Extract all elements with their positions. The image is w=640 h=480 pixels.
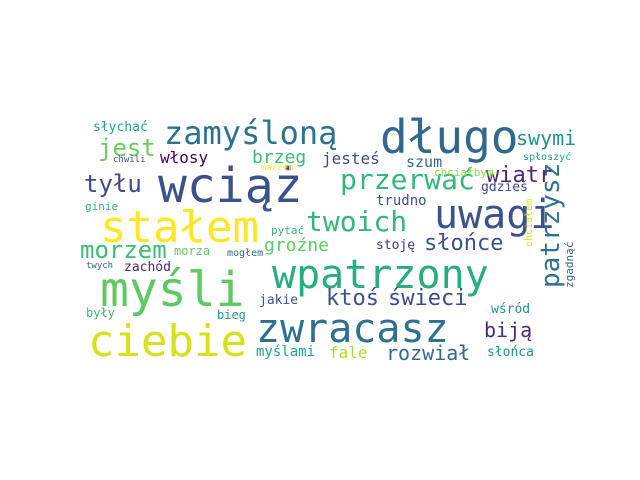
word-16: ktoś [326,286,379,311]
word-39: ginie [85,200,118,213]
word-23: brzeg [252,147,306,168]
word-29: myślami [256,344,315,360]
word-36: chciałbym [434,166,494,179]
word-42: twych [86,261,113,271]
word-43: zachód [124,260,171,275]
word-9: zamyśloną [164,114,337,152]
word-37: stoję [376,238,415,253]
word-3: myśli [100,262,245,318]
word-18: słońce [424,231,503,256]
word-33: spłoszyć [523,151,571,163]
word-6: wpatrzony [272,252,489,298]
word-15: tyłu [84,170,142,198]
word-10: twoich [306,205,407,238]
word-19: wiatr [486,163,552,188]
word-5: ciebie [88,316,247,367]
word-17: świeci [388,286,467,311]
word-26: szum [406,153,442,171]
word-4: stałem [100,202,259,253]
word-49: bieg [217,308,246,322]
word-25: jesteś [322,149,380,168]
word-35: trudno [376,193,427,209]
word-20: swymi [516,126,576,150]
word-40: morza [174,244,210,258]
word-45: wśród [491,302,530,317]
word-27: groźne [264,235,329,256]
word-47: chciałem [524,199,535,247]
word-41: mogłem [227,248,263,259]
word-24: włosy [160,148,209,167]
word-1: wciąż [158,158,303,214]
word-13: morzem [80,236,167,264]
word-2: długo [380,110,518,164]
word-22: biją [484,318,532,342]
word-30: słychać [93,120,148,135]
word-32: marzeń [261,163,294,173]
word-8: uwagi [434,192,554,238]
word-50: słońca [487,345,534,360]
word-12: patrzysz [536,163,566,288]
word-14: jest [98,134,156,162]
word-11: przerwać [340,163,475,196]
word-34: gdzieś [481,180,528,195]
word-44: jakie [259,293,298,308]
word-21: rozwiał [386,341,470,365]
word-48: były [86,306,115,320]
word-7: zwracasz [256,306,449,352]
word-46: zgadnąć [563,242,576,288]
word-28: fale [329,343,368,362]
word-38: pytać [271,224,304,237]
word-31: chwili [113,155,146,165]
